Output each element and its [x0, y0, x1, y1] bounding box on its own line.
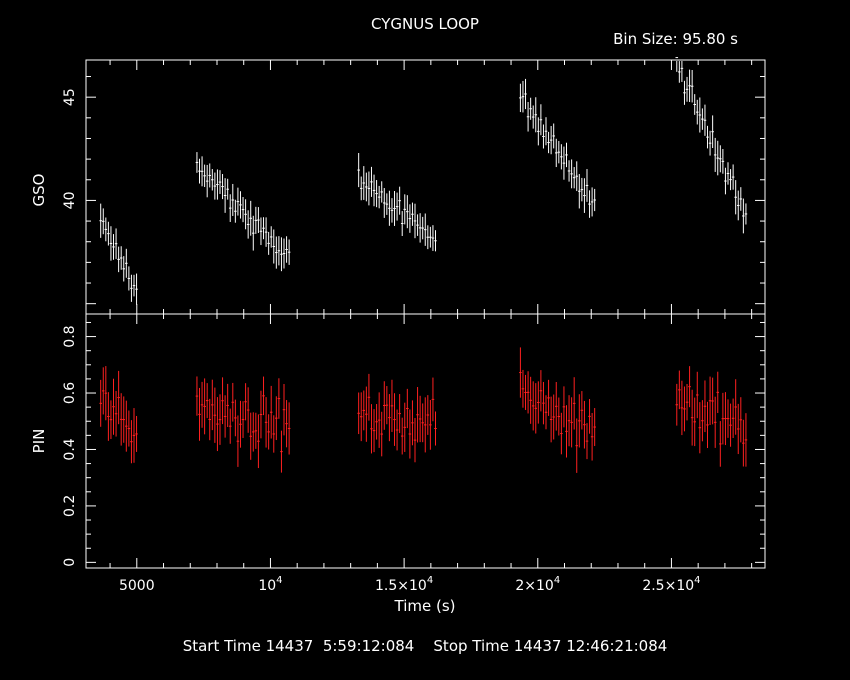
y-tick-label: 0.4 — [62, 438, 78, 460]
y-tick-label: 45 — [62, 88, 78, 106]
x-tick-label: 1.5×104 — [375, 575, 433, 594]
pin-data-points — [99, 347, 748, 473]
y-tick-label: 0.8 — [62, 325, 78, 347]
x-tick-label: 104 — [258, 575, 282, 594]
x-tick-label: 5000 — [119, 578, 155, 594]
x-tick-label-base: 2.5×10 — [642, 578, 694, 594]
x-tick-label-exponent: 4 — [427, 575, 433, 586]
gso-axis-ticks: 40 45 — [62, 60, 765, 314]
y-tick-label: 0 — [62, 558, 78, 567]
footer-time-range: Start Time 14437 5:59:12:084 Stop Time 1… — [183, 637, 668, 655]
x-tick-label-base: 10 — [258, 578, 276, 594]
pin-panel-frame — [85, 313, 766, 569]
x-tick-label-exponent: 4 — [554, 575, 560, 586]
x-tick-label-base: 1.5×10 — [375, 578, 427, 594]
pin-axis-ticks: 0 0.2 0.4 0.6 0.8 — [62, 314, 765, 568]
y-tick-label: 0.6 — [62, 382, 78, 404]
pin-axis-label: PIN — [30, 429, 48, 454]
bin-size-label: Bin Size: 95.80 s — [613, 30, 738, 48]
y-tick-label: 40 — [62, 192, 78, 210]
x-tick-label-base: 5000 — [119, 578, 155, 594]
x-tick-label-exponent: 4 — [276, 575, 282, 586]
x-tick-label-base: 2×10 — [515, 578, 553, 594]
x-tick-label: 2.5×104 — [642, 575, 700, 594]
gso-data-points — [99, 57, 748, 305]
chart-title: CYGNUS LOOP — [371, 15, 479, 33]
gso-axis-label: GSO — [30, 174, 48, 207]
x-axis-label: Time (s) — [394, 597, 456, 615]
x-axis-tick-labels: 5000 104 1.5×104 2×104 2.5×104 — [119, 575, 701, 594]
gso-panel-frame — [85, 59, 766, 315]
y-tick-label: 0.2 — [62, 495, 78, 517]
x-tick-label: 2×104 — [515, 575, 560, 594]
x-tick-label-exponent: 4 — [694, 575, 700, 586]
